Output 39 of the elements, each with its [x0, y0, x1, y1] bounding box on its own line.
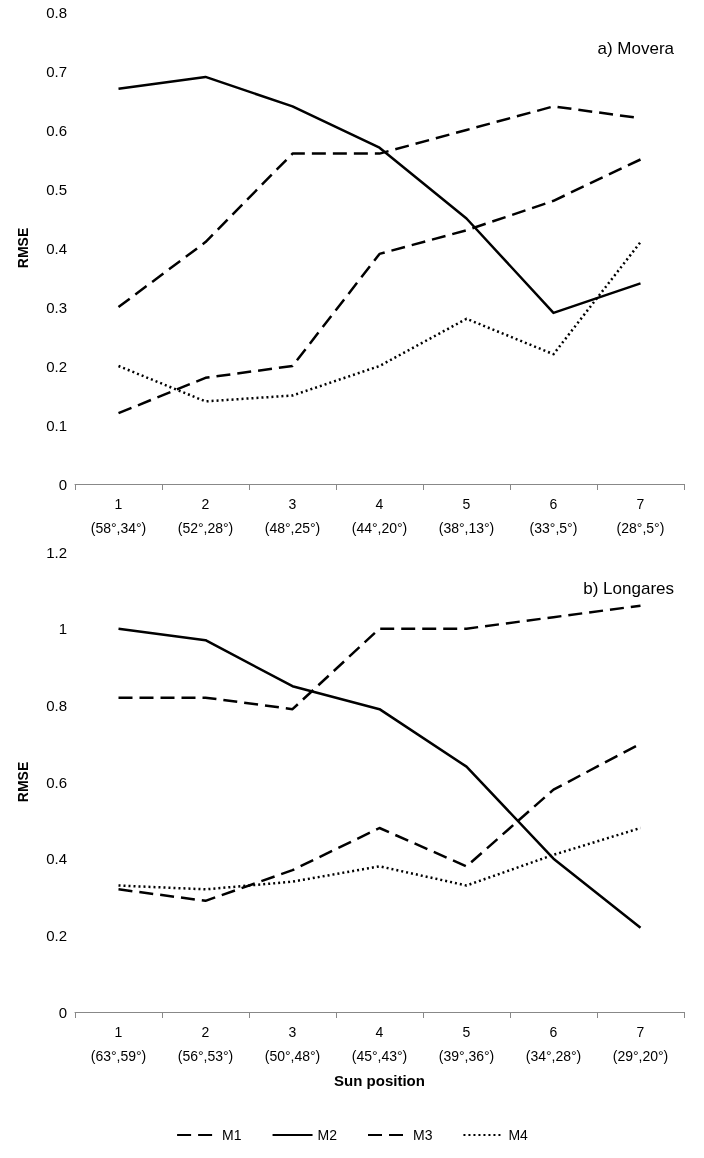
y-tick-label: 0 [58, 1003, 67, 1021]
y-tick-label: 0.2 [46, 357, 67, 375]
y-axis-title: RMSE [15, 227, 31, 269]
annotation: a) Movera [597, 39, 675, 58]
y-tick-label: 0.1 [46, 416, 67, 434]
x-tick-label: 7 (28°,5°) [616, 496, 665, 536]
x-tick-label: 3 (50°,48°) [264, 1024, 321, 1064]
x-tick-label: 3 (48°,25°) [264, 496, 321, 536]
x-tick-label: 5 (39°,36°) [438, 1024, 495, 1064]
y-tick-label: 0 [58, 475, 67, 493]
legend-label: M4 [508, 1127, 529, 1143]
y-tick-label: 0.7 [46, 62, 67, 80]
y-tick-label: 0.6 [46, 121, 67, 139]
x-tick-label: 4 (45°,43°) [351, 1024, 408, 1064]
y-tick-label: 0.4 [46, 850, 67, 868]
y-tick-label: 0.8 [46, 3, 67, 21]
x-tick-label: 4 (44°,20°) [351, 496, 408, 536]
x-tick-label: 7 (29°,20°) [612, 1024, 669, 1064]
x-tick-label: 6 (34°,28°) [525, 1024, 582, 1064]
x-tick-label: 2 (52°,28°) [177, 496, 234, 536]
annotation: b) Longares [583, 579, 675, 598]
x-tick-label: 5 (38°,13°) [438, 496, 495, 536]
y-tick-label: 0.2 [46, 926, 67, 944]
y-tick-label: 0.8 [46, 696, 67, 714]
x-tick-label: 6 (33°,5°) [529, 496, 578, 536]
y-tick-label: 0.3 [46, 298, 67, 316]
y-tick-label: 0.5 [46, 180, 67, 198]
y-tick-label: 0.6 [46, 773, 67, 791]
y-tick-label: 1 [58, 620, 67, 638]
y-tick-label: 1.2 [46, 543, 67, 561]
x-axis-title: Sun position [334, 1071, 425, 1089]
legend-label: M2 [317, 1127, 338, 1143]
legend-label: M3 [413, 1127, 433, 1143]
y-axis-title: RMSE [15, 761, 31, 803]
y-tick-label: 0.4 [46, 239, 67, 257]
x-tick-label: 2 (56°,53°) [177, 1024, 234, 1064]
legend-label: M1 [222, 1127, 242, 1143]
x-tick-label: 1 (58°,34°) [90, 496, 147, 536]
x-tick-label: 1 (63°,59°) [90, 1024, 147, 1064]
